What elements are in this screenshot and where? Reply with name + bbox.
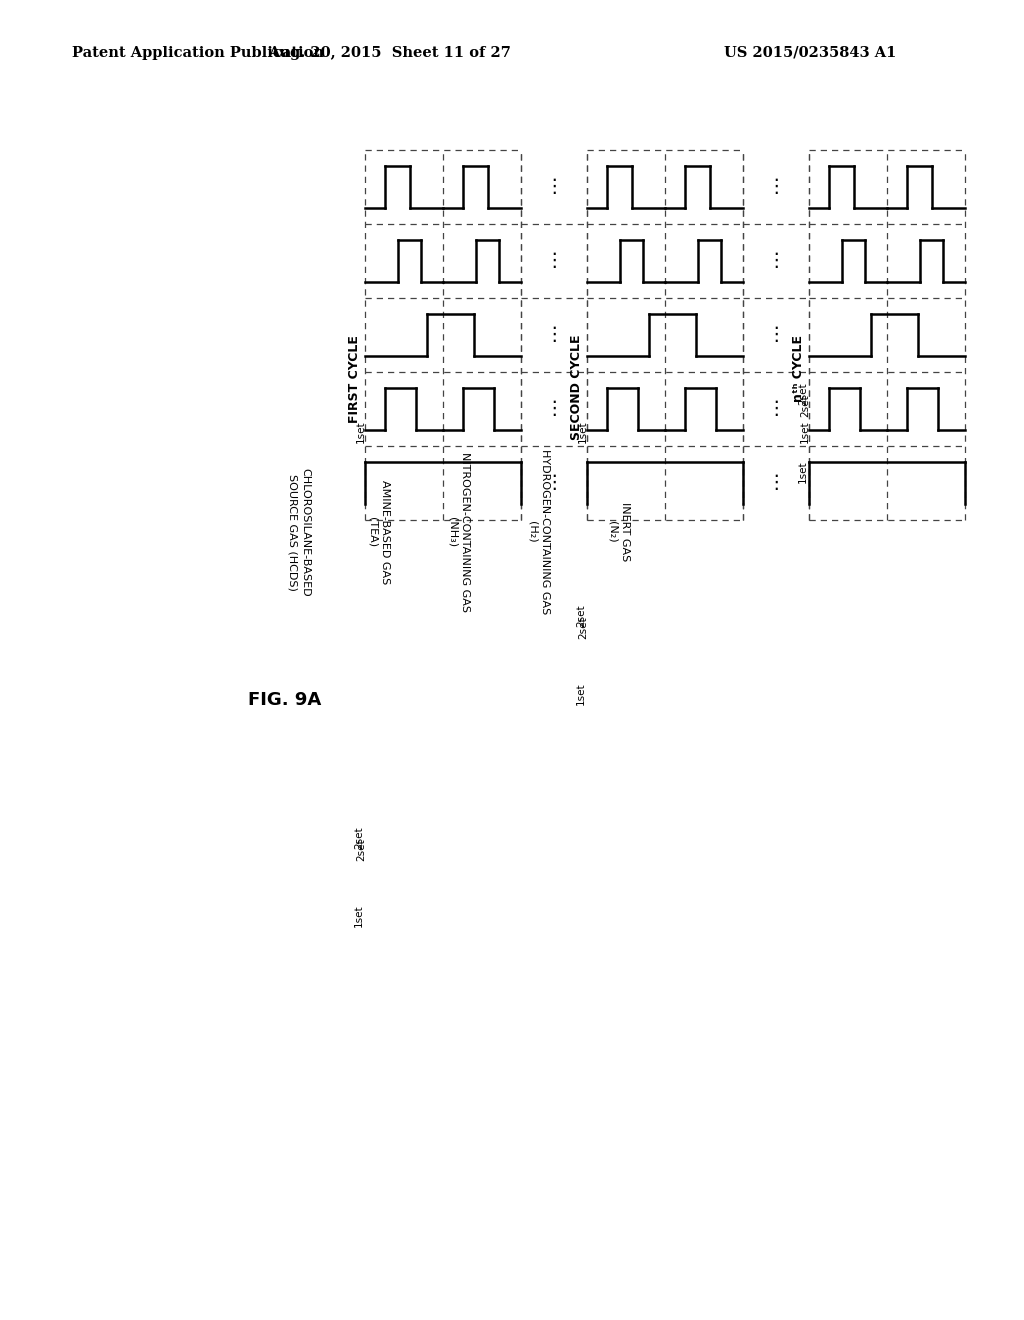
Text: 2set: 2set <box>575 605 586 627</box>
Text: ⋮: ⋮ <box>766 326 785 345</box>
Text: HYDROGEN-CONTAINING GAS
(H₂): HYDROGEN-CONTAINING GAS (H₂) <box>527 449 550 615</box>
Text: AMINE-BASED GAS
(TEA): AMINE-BASED GAS (TEA) <box>368 480 390 585</box>
Text: INERT GAS
(N₂): INERT GAS (N₂) <box>607 503 630 561</box>
Text: FIRST CYCLE: FIRST CYCLE <box>348 335 361 422</box>
Text: ⋮: ⋮ <box>766 474 785 492</box>
Text: 2set: 2set <box>800 393 810 417</box>
Text: SECOND CYCLE: SECOND CYCLE <box>570 335 584 441</box>
Text: 2set: 2set <box>578 616 588 639</box>
Text: nᵗʰ CYCLE: nᵗʰ CYCLE <box>793 335 806 403</box>
Text: ⋮: ⋮ <box>544 177 564 197</box>
Text: 2set: 2set <box>798 383 808 405</box>
Text: FIG. 9A: FIG. 9A <box>248 690 322 709</box>
Text: ⋮: ⋮ <box>766 177 785 197</box>
Text: CHLOROSILANE-BASED
SOURCE GAS (HCDS): CHLOROSILANE-BASED SOURCE GAS (HCDS) <box>288 467 310 597</box>
Text: ⋮: ⋮ <box>544 326 564 345</box>
Text: ⋮: ⋮ <box>544 474 564 492</box>
Text: ⋮: ⋮ <box>766 252 785 271</box>
Text: 1set: 1set <box>354 904 364 928</box>
Text: 1set: 1set <box>575 682 586 705</box>
Text: 1set: 1set <box>798 461 808 483</box>
Text: ⋮: ⋮ <box>544 252 564 271</box>
Text: 1set: 1set <box>578 420 588 442</box>
Text: 1set: 1set <box>800 420 810 442</box>
Text: ⋮: ⋮ <box>544 400 564 418</box>
Text: US 2015/0235843 A1: US 2015/0235843 A1 <box>724 46 896 59</box>
Text: 1set: 1set <box>356 420 366 442</box>
Text: 2set: 2set <box>356 838 366 861</box>
Text: Aug. 20, 2015  Sheet 11 of 27: Aug. 20, 2015 Sheet 11 of 27 <box>268 46 511 59</box>
Text: 2set: 2set <box>354 826 364 849</box>
Text: ⋮: ⋮ <box>766 400 785 418</box>
Text: Patent Application Publication: Patent Application Publication <box>72 46 324 59</box>
Text: NITROGEN-CONTAINING GAS
(NH₃): NITROGEN-CONTAINING GAS (NH₃) <box>447 451 470 612</box>
